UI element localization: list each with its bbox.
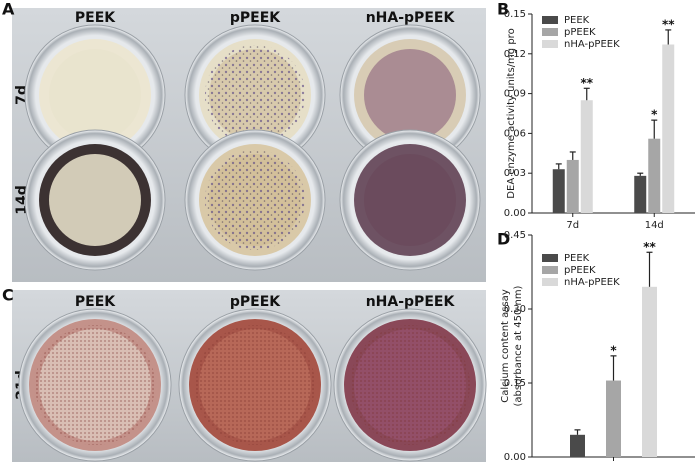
significance-marker: ** [662,17,675,31]
sample-texture [35,325,155,445]
x-tick-label: 14d [645,220,664,231]
y-axis-label: DEA enzyme activity units/mg pro [506,28,517,198]
significance-marker: ** [643,240,656,254]
bar [648,138,661,213]
bar [570,434,585,457]
panel-letter: A [2,0,15,19]
bar [606,380,621,457]
legend-label: pPEEK [564,265,596,276]
y-axis-label: Calcium content assay [500,289,511,403]
y-tick-label: 0.45 [504,230,526,241]
legend-label: nHA-pPEEK [564,277,620,288]
y-axis-label: (absorbance at 450 nm) [513,285,524,406]
legend-label: pPEEK [564,27,596,38]
bar [662,44,675,213]
y-tick-label: 0.15 [504,9,526,20]
bar [642,286,657,457]
sample-disc [364,154,456,246]
column-label: PEEK [75,10,116,26]
x-tick-label: 7d [566,220,579,231]
bar [552,169,565,213]
legend-swatch [542,278,558,286]
significance-marker: ** [580,76,593,90]
legend-swatch [542,40,558,48]
column-label: PEEK [75,294,116,310]
y-tick-label: 0.12 [504,49,526,60]
sample-texture [195,325,315,445]
panel-letter: D [497,230,510,249]
bar [580,100,593,213]
y-tick-label: 0.30 [504,304,526,315]
legend-label: PEEK [564,15,590,26]
sample-texture [205,150,305,250]
column-label: pPEEK [230,294,281,310]
sample-texture [205,45,305,145]
significance-marker: * [651,108,658,122]
legend-label: PEEK [564,253,590,264]
panel-letter: C [2,286,14,305]
y-tick-label: 0.09 [504,89,526,100]
y-tick-label: 0.00 [504,452,526,463]
panel-letter: B [497,0,509,19]
legend-swatch [542,28,558,36]
y-tick-label: 0.03 [504,168,526,179]
legend-label: nHA-pPEEK [564,39,620,50]
legend-swatch [542,266,558,274]
bar [566,159,579,213]
bar [634,175,647,213]
sample-disc [364,49,456,141]
column-label: pPEEK [230,10,281,26]
sample-disc [49,154,141,246]
legend-swatch [542,16,558,24]
legend-swatch [542,254,558,262]
significance-marker: * [610,343,617,357]
column-label: nHA-pPEEK [366,10,456,26]
column-label: nHA-pPEEK [366,294,456,310]
y-tick-label: 0.00 [504,208,526,219]
y-tick-label: 0.15 [504,378,526,389]
sample-texture [350,325,470,445]
sample-disc [49,49,141,141]
y-tick-label: 0.06 [504,128,526,139]
